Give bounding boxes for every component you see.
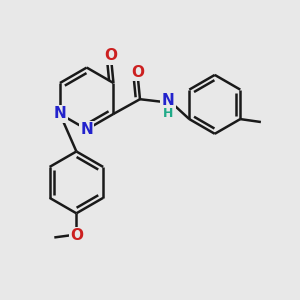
Text: N: N (53, 106, 66, 122)
Text: O: O (131, 64, 144, 80)
Text: O: O (70, 229, 83, 244)
Text: N: N (80, 122, 93, 137)
Text: H: H (163, 107, 173, 120)
Text: N: N (162, 93, 174, 108)
Text: O: O (105, 48, 118, 63)
